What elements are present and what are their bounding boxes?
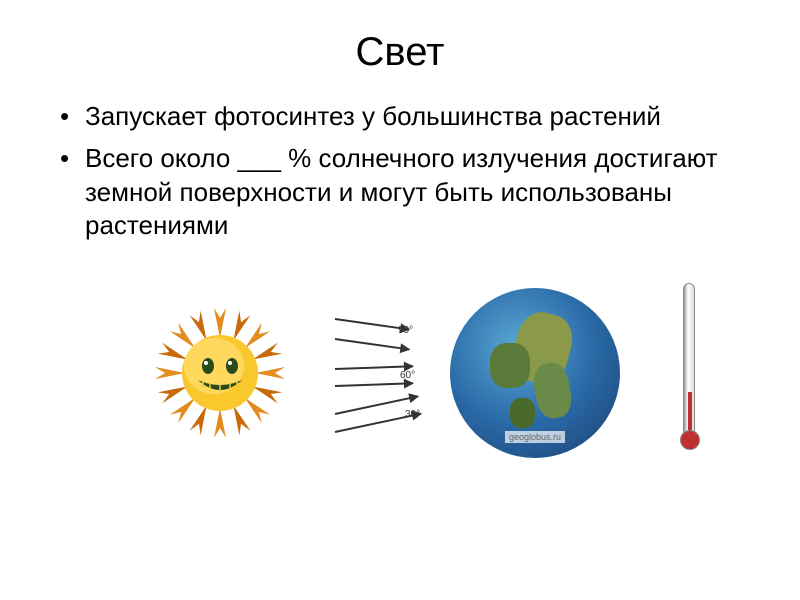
watermark: geoglobus.ru <box>505 431 565 443</box>
thermometer-bulb <box>680 430 700 450</box>
slide-container: Свет Запускает фотосинтез у большинства … <box>0 0 800 600</box>
continent <box>510 398 535 428</box>
images-row: 90° 60° 30° geoglobus.ru <box>40 273 760 473</box>
earth-illustration: 90° 60° 30° geoglobus.ru <box>330 273 670 473</box>
thermometer-icon <box>683 283 695 443</box>
bullet-item: Всего около ___ % солнечного излучения д… <box>60 142 760 243</box>
sun-illustration <box>130 298 310 448</box>
ray-arrow-60b <box>335 382 413 387</box>
ray-label-60: 60° <box>400 370 415 381</box>
earth-globe: geoglobus.ru <box>450 288 620 458</box>
continent <box>490 343 530 388</box>
ray-label-30: 30° <box>405 409 420 420</box>
continent <box>530 361 574 421</box>
slide-title: Свет <box>40 30 760 75</box>
ray-arrow-90b <box>335 338 410 350</box>
bullet-item: Запускает фотосинтез у большинства расте… <box>60 100 760 134</box>
bullet-list: Запускает фотосинтез у большинства расте… <box>40 100 760 243</box>
ray-label-90: 90° <box>398 325 413 336</box>
